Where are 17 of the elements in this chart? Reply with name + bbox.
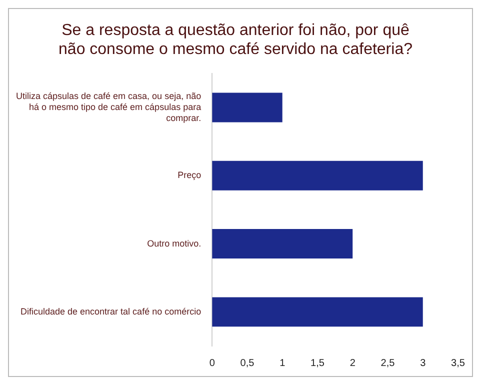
bar [212, 160, 423, 190]
x-tick-label: 3,5 [451, 358, 466, 369]
y-tick-label: Dificuldade de encontrar tal café no comércio [20, 306, 202, 316]
y-tick-label: Outro motivo. [147, 238, 202, 248]
x-tick-label: 2,5 [380, 358, 396, 369]
chart-title: Se a resposta a questão anterior foi não, por quê não consome o mesmo café servido na cafeteria? [58, 22, 413, 58]
x-tick-label: 3 [420, 358, 426, 369]
bar [212, 297, 423, 327]
x-tick-label: 2 [350, 358, 356, 369]
bar [212, 92, 282, 122]
x-tick-label: 1 [280, 358, 286, 369]
x-tick-label: 1,5 [310, 358, 325, 369]
y-tick-label: Preço [178, 170, 202, 180]
x-tick-label: 0,5 [240, 358, 255, 369]
y-tick-label: Utiliza cápsulas de café em casa, ou seja, não há o mesmo tipo de café em cápsulas para comprar. [16, 91, 202, 123]
x-tick-label: 0 [209, 358, 216, 369]
bar [212, 229, 353, 258]
